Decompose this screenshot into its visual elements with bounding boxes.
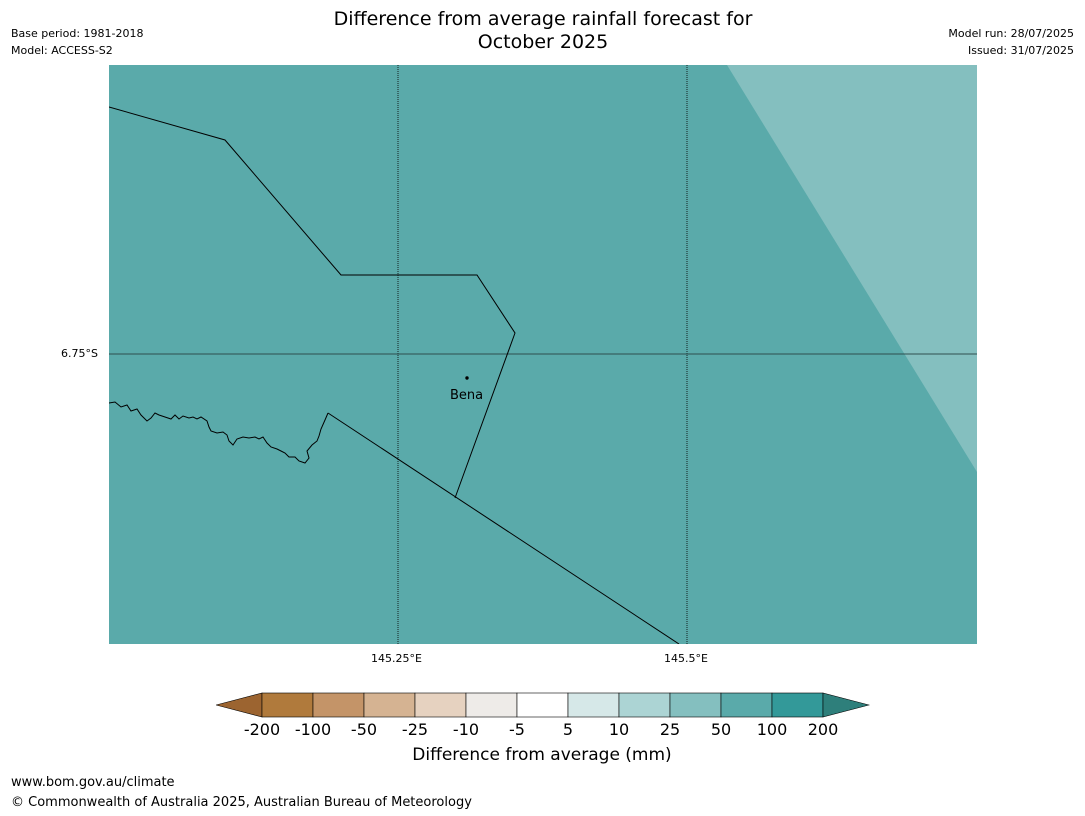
colorbar-segment	[618, 692, 671, 718]
map-title: Difference from average rainfall forecas…	[293, 8, 793, 54]
province-boundary-south	[327, 412, 680, 644]
footer-copyright: © Commonwealth of Australia 2025, Austra…	[11, 795, 472, 810]
colorbar-segment	[414, 692, 467, 718]
colorbar-svg	[214, 692, 871, 718]
model-text: Model: ACCESS-S2	[11, 44, 113, 57]
colorbar-tick-label: -10	[452, 720, 480, 739]
colorbar-tick-label: 50	[710, 720, 732, 739]
province-boundary-north	[109, 106, 516, 499]
lon-tick-145-25: 145.25°E	[371, 652, 422, 665]
colorbar-segment	[771, 692, 824, 718]
colorbar-segment	[261, 692, 314, 718]
footer-url[interactable]: www.bom.gov.au/climate	[11, 775, 175, 790]
map-svg	[109, 65, 977, 644]
colorbar-tick-label: 10	[608, 720, 630, 739]
model-run-text: Model run: 28/07/2025	[948, 27, 1074, 40]
base-period-text: Base period: 1981-2018	[11, 27, 144, 40]
colorbar-tick-label: 25	[659, 720, 681, 739]
colorbar-tick-label: 5	[562, 720, 574, 739]
colorbar-segment	[516, 692, 569, 718]
colorbar-tick-label: 200	[807, 720, 839, 739]
colorbar-tick-label: -5	[509, 720, 525, 739]
lon-tick-145-5: 145.5°E	[664, 652, 708, 665]
place-label-bena: Bena	[450, 388, 484, 403]
colorbar-segment	[363, 692, 416, 718]
colorbar-tick-label: -50	[350, 720, 378, 739]
colorbar-extend-low	[214, 692, 263, 718]
colorbar-label: Difference from average (mm)	[412, 745, 672, 765]
colorbar-tick-label: -100	[294, 720, 332, 739]
colorbar-segment	[669, 692, 722, 718]
colorbar-tick-label: -25	[401, 720, 429, 739]
colorbar-segment	[567, 692, 620, 718]
issued-text: Issued: 31/07/2025	[967, 44, 1074, 57]
district-boundary-west	[109, 401, 329, 464]
bena-marker	[465, 376, 469, 380]
colorbar-tick-label: 100	[756, 720, 788, 739]
colorbar-segment	[465, 692, 518, 718]
map-title-line2: October 2025	[477, 31, 609, 53]
colorbar	[214, 692, 871, 724]
map-title-line1: Difference from average rainfall forecas…	[333, 8, 753, 30]
colorbar-segment	[312, 692, 365, 718]
colorbar-segment	[720, 692, 773, 718]
colorbar-extend-high	[822, 692, 871, 718]
map-panel[interactable]	[109, 65, 977, 644]
forecast-fill-lighter	[727, 65, 977, 472]
colorbar-tick-label: -200	[243, 720, 281, 739]
lat-tick-6-75: 6.75°S	[61, 347, 98, 360]
